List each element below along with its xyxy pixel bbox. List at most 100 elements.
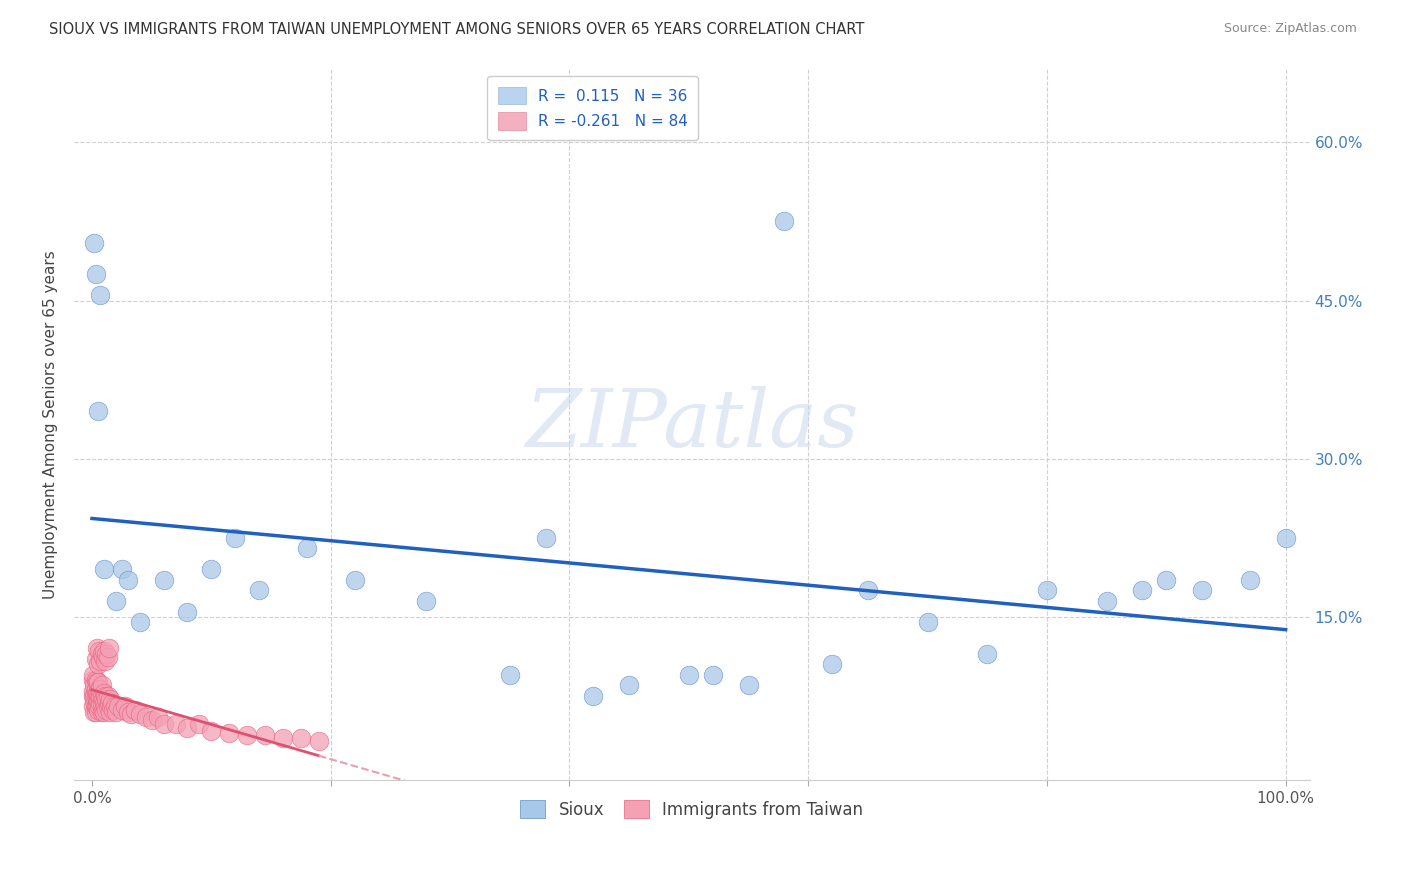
Point: [224, 531, 246, 545]
Point: [152, 717, 174, 731]
Point: [1239, 573, 1261, 587]
Point: [415, 594, 437, 608]
Point: [83, 689, 105, 703]
Point: [135, 710, 157, 724]
Point: [103, 703, 125, 717]
Point: [87, 694, 110, 708]
Text: ZIPatlas: ZIPatlas: [524, 385, 859, 463]
Point: [117, 705, 139, 719]
Point: [84, 699, 107, 714]
Point: [86, 686, 108, 700]
Point: [104, 705, 127, 719]
Point: [89, 288, 111, 302]
Point: [247, 583, 270, 598]
Point: [308, 734, 330, 748]
Point: [104, 699, 127, 714]
Point: [89, 690, 111, 704]
Text: SIOUX VS IMMIGRANTS FROM TAIWAN UNEMPLOYMENT AMONG SENIORS OVER 65 YEARS CORRELA: SIOUX VS IMMIGRANTS FROM TAIWAN UNEMPLOY…: [49, 22, 865, 37]
Point: [91, 692, 114, 706]
Point: [104, 594, 127, 608]
Point: [82, 673, 104, 687]
Point: [87, 703, 110, 717]
Point: [128, 706, 150, 721]
Point: [96, 649, 118, 664]
Point: [82, 668, 104, 682]
Point: [84, 689, 107, 703]
Point: [188, 717, 211, 731]
Point: [100, 699, 122, 714]
Point: [90, 705, 112, 719]
Point: [91, 703, 114, 717]
Point: [96, 692, 118, 706]
Point: [114, 699, 136, 714]
Point: [1132, 583, 1154, 598]
Point: [1036, 583, 1059, 598]
Point: [582, 689, 605, 703]
Point: [97, 696, 120, 710]
Point: [94, 654, 117, 668]
Point: [89, 681, 111, 696]
Point: [1095, 594, 1118, 608]
Point: [343, 573, 366, 587]
Point: [96, 703, 118, 717]
Point: [89, 654, 111, 668]
Point: [111, 703, 134, 717]
Point: [82, 689, 104, 703]
Point: [93, 562, 115, 576]
Point: [165, 717, 187, 731]
Point: [89, 699, 111, 714]
Point: [290, 731, 312, 745]
Point: [93, 696, 115, 710]
Point: [773, 214, 796, 228]
Point: [617, 678, 640, 692]
Point: [86, 699, 108, 714]
Point: [146, 710, 169, 724]
Point: [107, 699, 129, 714]
Point: [96, 699, 118, 714]
Point: [84, 681, 107, 696]
Point: [87, 404, 110, 418]
Point: [93, 686, 115, 700]
Point: [111, 562, 134, 576]
Point: [90, 696, 112, 710]
Y-axis label: Unemployment Among Seniors over 65 years: Unemployment Among Seniors over 65 years: [44, 250, 58, 599]
Point: [124, 703, 146, 717]
Point: [82, 699, 104, 714]
Point: [83, 235, 105, 250]
Point: [98, 705, 121, 719]
Point: [152, 573, 174, 587]
Point: [176, 721, 198, 735]
Point: [97, 641, 120, 656]
Point: [141, 713, 163, 727]
Point: [87, 657, 110, 672]
Point: [499, 668, 522, 682]
Point: [89, 689, 111, 703]
Point: [117, 573, 139, 587]
Point: [120, 706, 142, 721]
Point: [91, 649, 114, 664]
Point: [84, 652, 107, 666]
Point: [98, 692, 121, 706]
Point: [128, 615, 150, 629]
Point: [917, 615, 939, 629]
Point: [295, 541, 318, 556]
Point: [82, 683, 104, 698]
Point: [93, 643, 115, 657]
Point: [96, 689, 118, 703]
Point: [86, 675, 108, 690]
Point: [96, 647, 118, 661]
Point: [86, 692, 108, 706]
Text: Source: ZipAtlas.com: Source: ZipAtlas.com: [1223, 22, 1357, 36]
Point: [89, 681, 111, 696]
Point: [176, 605, 198, 619]
Point: [821, 657, 844, 672]
Point: [737, 678, 759, 692]
Point: [200, 723, 222, 738]
Point: [1274, 531, 1296, 545]
Point: [90, 689, 112, 703]
Point: [702, 668, 724, 682]
Point: [271, 731, 294, 745]
Point: [856, 583, 879, 598]
Point: [84, 705, 107, 719]
Point: [89, 643, 111, 657]
